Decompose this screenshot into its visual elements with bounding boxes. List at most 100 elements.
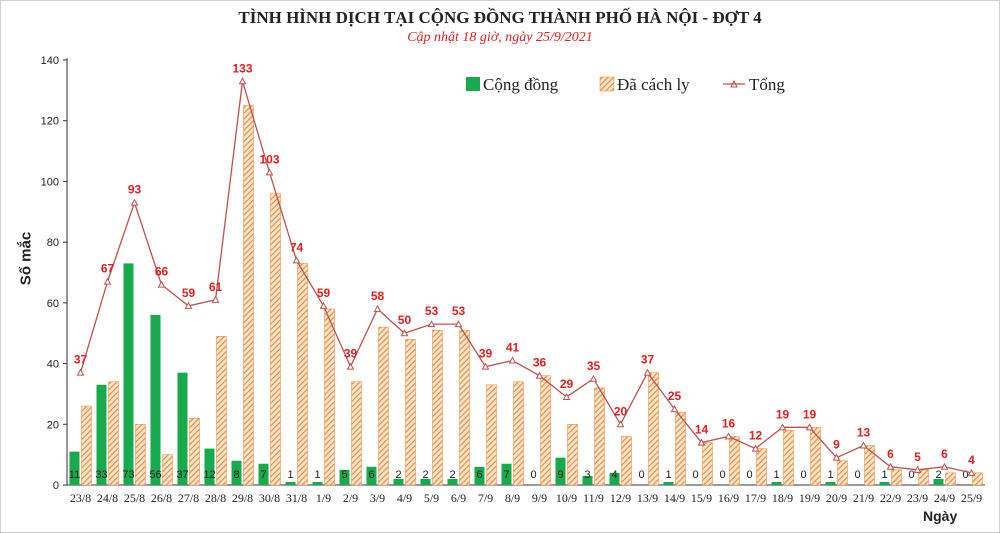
data-label-total: 61: [209, 280, 223, 294]
marker-total: [643, 368, 652, 376]
data-label-community: 0: [854, 469, 860, 481]
data-label-total: 41: [506, 341, 520, 355]
marker-total: [481, 362, 490, 370]
marker-total: [103, 277, 112, 285]
data-label-total: 37: [641, 353, 655, 367]
data-label-total: 66: [155, 265, 169, 279]
bar-quarantined: [486, 384, 497, 486]
data-label-total: 93: [128, 183, 142, 197]
y-tick-label: 140: [41, 55, 59, 67]
x-tick-label: 12/9: [610, 491, 631, 505]
x-tick-label: 23/8: [70, 491, 91, 505]
bar-community: [69, 451, 80, 485]
marker-total: [427, 320, 436, 328]
marker-total: [454, 320, 463, 328]
x-tick-label: 26/8: [151, 491, 172, 505]
line-total: [79, 81, 972, 474]
data-label-community: 1: [665, 469, 671, 481]
data-label-community: 0: [908, 469, 914, 481]
x-tick-label: 9/9: [532, 491, 547, 505]
x-tick-label: 5/9: [424, 491, 439, 505]
x-tick-label: 8/9: [505, 491, 520, 505]
chart-title: TÌNH HÌNH DỊCH TẠI CỘNG ĐỒNG THÀNH PHỐ H…: [238, 8, 762, 27]
data-label-community: 0: [638, 469, 644, 481]
marker-total: [805, 423, 814, 431]
bar-quarantined: [675, 411, 686, 486]
data-label-community: 2: [395, 469, 401, 481]
legend-label-community: Cộng đồng: [483, 75, 559, 94]
data-label-total: 103: [259, 152, 279, 166]
legend-marker-total: [730, 79, 738, 88]
bar-quarantined: [621, 436, 632, 486]
y-tick-label: 80: [47, 237, 59, 249]
marker-total: [211, 295, 220, 303]
data-label-community: 1: [773, 469, 779, 481]
data-label-community: 0: [719, 469, 725, 481]
data-label-total: 4: [968, 453, 975, 467]
data-label-total: 6: [887, 447, 894, 461]
x-tick-label: 27/8: [178, 491, 199, 505]
data-label-total: 133: [232, 61, 252, 75]
data-label-community: 5: [341, 469, 347, 481]
bar-quarantined: [837, 460, 848, 486]
data-label-community: 0: [800, 469, 806, 481]
marker-total: [724, 432, 733, 440]
y-tick-label: 20: [47, 419, 59, 431]
y-tick-label: 0: [53, 480, 59, 492]
data-label-total: 59: [182, 286, 196, 300]
x-tick-label: 20/9: [826, 491, 847, 505]
data-label-total: 37: [74, 353, 88, 367]
data-label-community: 73: [122, 469, 134, 481]
bar-community: [771, 481, 782, 485]
bar-community: [150, 315, 161, 485]
data-label-total: 53: [452, 304, 466, 318]
bar-quarantined: [351, 381, 362, 486]
x-tick-label: 10/9: [556, 491, 577, 505]
legend-label-total: Tổng: [749, 75, 785, 94]
data-label-total: 20: [614, 404, 628, 418]
bar-quarantined: [405, 339, 416, 486]
x-tick-label: 15/9: [691, 491, 712, 505]
y-tick-label: 60: [47, 298, 59, 310]
bar-community: [312, 481, 323, 485]
x-tick-label: 29/8: [232, 491, 253, 505]
bar-community: [258, 463, 269, 485]
data-label-community: 1: [314, 469, 320, 481]
bar-community: [204, 448, 215, 485]
data-label-community: 0: [746, 469, 752, 481]
bar-quarantined: [783, 430, 794, 486]
data-label-community: 0: [530, 469, 536, 481]
legend: Cộng đồng Đã cách ly Tổng: [466, 75, 785, 94]
data-label-total: 36: [533, 356, 547, 370]
marker-total: [130, 198, 139, 206]
y-tick-label: 120: [41, 116, 59, 128]
bar-quarantined: [756, 448, 767, 486]
x-tick-label: 14/9: [664, 491, 685, 505]
data-label-total: 35: [587, 359, 601, 373]
data-label-community: 33: [95, 469, 107, 481]
marker-total: [616, 420, 625, 428]
bar-quarantined: [891, 469, 902, 486]
bar-quarantined: [540, 375, 551, 486]
bar-community: [501, 463, 512, 485]
data-label-community: 4: [611, 469, 617, 481]
marker-total: [940, 462, 949, 470]
data-label-community: 11: [69, 469, 80, 481]
x-tick-label: 18/9: [772, 491, 793, 505]
bar-quarantined: [216, 336, 227, 486]
data-label-community: 0: [692, 469, 698, 481]
marker-total: [157, 280, 166, 288]
bar-quarantined: [945, 472, 956, 486]
x-tick-label: 7/9: [478, 491, 493, 505]
bar-community: [555, 457, 566, 485]
bar-community: [177, 372, 188, 485]
data-label-community: 56: [149, 469, 161, 481]
data-label-total: 39: [479, 347, 493, 361]
x-axis-label: Ngày: [923, 508, 958, 524]
bar-quarantined: [189, 417, 200, 486]
x-tick-label: 22/9: [880, 491, 901, 505]
bar-community: [339, 469, 350, 485]
bar-quarantined: [864, 445, 875, 486]
bar-quarantined: [243, 105, 254, 486]
x-tick-label: 30/8: [259, 491, 280, 505]
